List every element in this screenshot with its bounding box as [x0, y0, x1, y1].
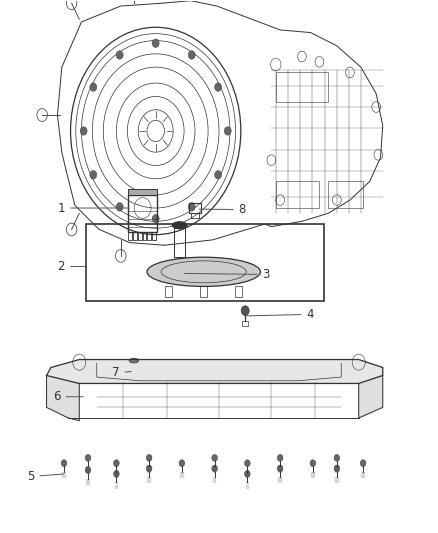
Bar: [276, 72, 328, 102]
Circle shape: [212, 465, 218, 472]
Bar: [165, 286, 172, 297]
Bar: [143, 232, 146, 240]
Circle shape: [85, 467, 91, 473]
Bar: [128, 232, 132, 240]
Circle shape: [334, 455, 340, 462]
Ellipse shape: [147, 257, 261, 286]
Circle shape: [215, 83, 222, 91]
Bar: [152, 232, 156, 240]
Circle shape: [334, 465, 340, 472]
Circle shape: [152, 39, 159, 47]
Circle shape: [113, 460, 119, 467]
Circle shape: [212, 455, 218, 462]
Bar: [189, 203, 201, 213]
Polygon shape: [46, 360, 383, 383]
Bar: [138, 232, 142, 240]
Bar: [200, 286, 207, 297]
Text: 8: 8: [199, 203, 246, 216]
Text: 5: 5: [27, 470, 64, 483]
Circle shape: [241, 306, 249, 316]
Bar: [174, 228, 185, 257]
Circle shape: [146, 455, 152, 462]
Text: 2: 2: [57, 260, 85, 273]
Circle shape: [85, 455, 91, 462]
Circle shape: [188, 203, 195, 211]
Bar: [133, 232, 137, 240]
Circle shape: [360, 460, 366, 467]
Text: 7: 7: [112, 366, 131, 379]
Circle shape: [179, 460, 185, 467]
Circle shape: [244, 460, 250, 467]
Circle shape: [61, 460, 67, 467]
Bar: [147, 232, 151, 240]
Polygon shape: [359, 375, 383, 418]
Circle shape: [90, 171, 97, 179]
Circle shape: [310, 460, 316, 467]
Circle shape: [152, 214, 159, 223]
Bar: [276, 181, 319, 208]
Circle shape: [116, 203, 123, 211]
Bar: [128, 189, 157, 195]
Bar: [86, 224, 324, 301]
Circle shape: [244, 471, 250, 477]
Text: 1: 1: [57, 201, 129, 214]
Ellipse shape: [172, 222, 187, 229]
Text: 6: 6: [53, 390, 83, 403]
Circle shape: [113, 471, 119, 477]
Circle shape: [90, 83, 97, 91]
Bar: [242, 321, 248, 326]
Text: 3: 3: [185, 268, 270, 281]
Text: 4: 4: [247, 308, 314, 321]
Polygon shape: [46, 375, 79, 421]
Bar: [235, 286, 242, 297]
Bar: [128, 195, 157, 232]
Circle shape: [188, 51, 195, 59]
Circle shape: [224, 127, 231, 135]
Ellipse shape: [129, 358, 139, 363]
Circle shape: [80, 127, 87, 135]
Circle shape: [116, 51, 123, 59]
Circle shape: [146, 465, 152, 472]
Circle shape: [215, 171, 222, 179]
Bar: [191, 213, 199, 218]
Circle shape: [277, 465, 283, 472]
Bar: [328, 181, 363, 208]
Circle shape: [277, 455, 283, 462]
